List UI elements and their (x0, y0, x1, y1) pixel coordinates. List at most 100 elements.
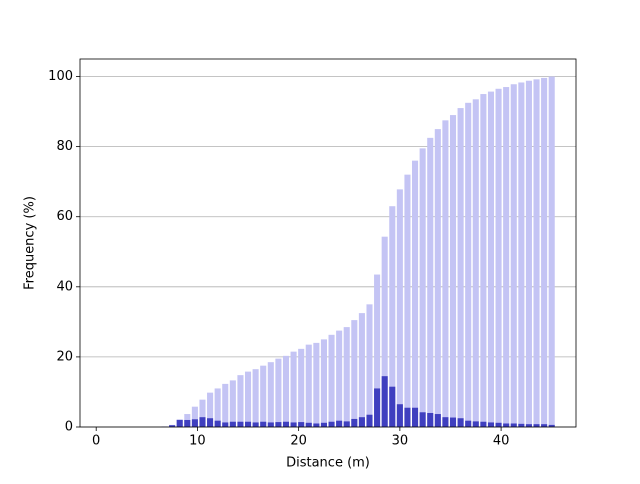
bar (313, 423, 319, 427)
bar (450, 418, 456, 427)
x-tick-label: 20 (290, 434, 307, 449)
bar (420, 148, 426, 427)
bar (465, 421, 471, 427)
bar (496, 423, 502, 427)
bar (533, 79, 539, 427)
bar (412, 408, 418, 427)
bar (389, 387, 395, 427)
bar (207, 418, 213, 427)
x-tick-label: 10 (189, 434, 206, 449)
bar (442, 417, 448, 427)
bar (473, 99, 479, 427)
bar (374, 388, 380, 427)
bar (427, 138, 433, 427)
bar (511, 423, 517, 427)
bar (268, 362, 274, 427)
bar (366, 415, 372, 427)
y-tick-label: 100 (48, 69, 73, 84)
x-tick-label: 40 (493, 434, 510, 449)
bar (215, 421, 221, 427)
bar (329, 335, 335, 427)
bar (177, 420, 183, 427)
bar (359, 417, 365, 427)
y-tick-label: 20 (56, 349, 73, 364)
bar (488, 422, 494, 427)
bar (222, 384, 228, 427)
bar (465, 103, 471, 427)
bar (366, 304, 372, 427)
bar (427, 413, 433, 427)
bar (533, 424, 539, 427)
bar (397, 404, 403, 427)
plot-frame (80, 59, 576, 427)
bar (298, 349, 304, 427)
bar (275, 359, 281, 427)
bar (518, 424, 524, 427)
bar (420, 412, 426, 427)
bar (344, 421, 350, 427)
bar (397, 189, 403, 427)
bar (351, 320, 357, 427)
bar (382, 376, 388, 427)
y-tick-label: 60 (56, 209, 73, 224)
bar (199, 417, 205, 427)
y-tick-label: 80 (56, 139, 73, 154)
bar (237, 375, 243, 427)
x-tick-label: 30 (392, 434, 409, 449)
bar (351, 419, 357, 427)
bar (313, 343, 319, 427)
bar (306, 423, 312, 427)
bar (245, 372, 251, 427)
bar (344, 327, 350, 427)
bar (496, 89, 502, 427)
bar (541, 424, 547, 427)
bar (306, 345, 312, 427)
bar (260, 422, 266, 427)
bar (275, 422, 281, 427)
bar (435, 414, 441, 427)
bar (549, 77, 555, 427)
bar (329, 422, 335, 427)
bar (336, 421, 342, 427)
bar (480, 94, 486, 427)
bar (526, 81, 532, 427)
bar (511, 84, 517, 427)
bar (526, 424, 532, 427)
bar (230, 380, 236, 427)
y-tick-label: 40 (56, 279, 73, 294)
y-axis-label: Frequency (%) (23, 196, 38, 290)
bar (321, 423, 327, 427)
bar (253, 369, 259, 427)
bar (245, 422, 251, 427)
bar (336, 331, 342, 427)
bar (541, 78, 547, 427)
bar (442, 120, 448, 427)
y-tick-label: 0 (65, 420, 73, 435)
bar (503, 423, 509, 427)
bar (450, 115, 456, 427)
bar (404, 408, 410, 427)
bar (283, 422, 289, 427)
x-tick-label: 0 (92, 434, 100, 449)
bar (458, 108, 464, 427)
bar (473, 421, 479, 427)
bar (192, 419, 198, 427)
bar (435, 129, 441, 427)
bar (222, 422, 228, 427)
bar (404, 175, 410, 427)
bar (283, 356, 289, 427)
bar (268, 422, 274, 427)
x-axis-label: Distance (m) (286, 456, 370, 471)
bar (260, 366, 266, 427)
bar (291, 352, 297, 427)
bar (412, 161, 418, 427)
bar (298, 422, 304, 427)
bar (458, 418, 464, 427)
bar (321, 339, 327, 427)
bar (253, 422, 259, 427)
bar (480, 422, 486, 427)
bar (359, 313, 365, 427)
bar (488, 92, 494, 427)
bar (503, 87, 509, 427)
